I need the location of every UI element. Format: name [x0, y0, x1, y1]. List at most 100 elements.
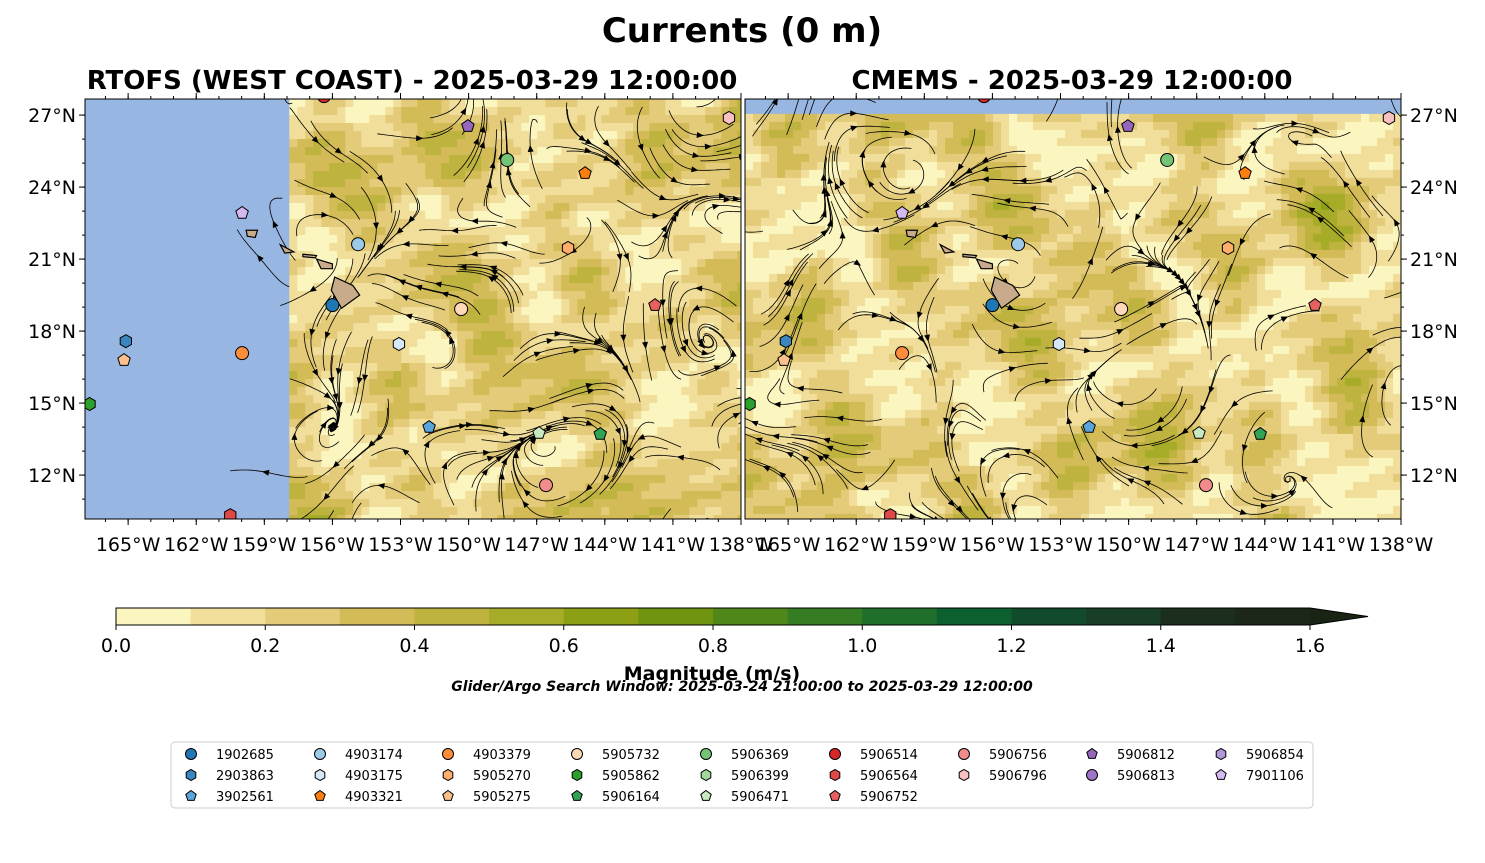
field-cell — [937, 481, 946, 491]
field-cell — [361, 403, 370, 412]
field-cell — [289, 123, 298, 132]
field-cell — [657, 187, 666, 196]
field-cell — [305, 99, 314, 108]
field-cell — [417, 339, 426, 348]
field-cell — [905, 401, 914, 411]
field-cell — [769, 361, 778, 371]
field-cell — [897, 281, 906, 291]
field-cell — [329, 259, 338, 268]
field-cell — [769, 377, 778, 387]
field-cell — [489, 395, 498, 404]
field-cell — [345, 139, 354, 148]
field-cell — [545, 115, 554, 124]
field-cell — [313, 107, 322, 116]
field-cell — [897, 409, 906, 419]
field-cell — [913, 393, 922, 403]
field-cell — [521, 435, 530, 444]
field-cell — [737, 363, 741, 372]
field-cell — [425, 467, 434, 476]
field-cell — [521, 147, 530, 156]
field-cell — [913, 121, 922, 131]
streamline-arrow — [659, 299, 666, 307]
field-cell — [769, 265, 778, 275]
field-cell — [393, 379, 402, 388]
field-cell — [721, 139, 730, 148]
field-cell — [321, 155, 330, 164]
field-cell — [793, 289, 802, 299]
field-cell — [953, 377, 962, 387]
streamline — [716, 145, 741, 152]
field-cell — [705, 123, 714, 132]
field-cell — [969, 113, 978, 123]
field-cell — [505, 275, 514, 284]
field-cell — [449, 235, 458, 244]
field-cell — [809, 321, 818, 331]
field-cell — [857, 137, 866, 147]
field-cell — [457, 331, 466, 340]
field-cell — [649, 155, 658, 164]
field-cell — [361, 275, 370, 284]
field-cell — [537, 507, 546, 516]
field-cell — [337, 451, 346, 460]
field-cell — [457, 291, 466, 300]
field-cell — [457, 483, 466, 492]
field-cell — [377, 307, 386, 316]
field-cell — [369, 443, 378, 452]
field-cell — [425, 499, 434, 508]
field-cell — [521, 443, 530, 452]
field-cell — [481, 203, 490, 212]
field-cell — [561, 435, 570, 444]
field-cell — [937, 329, 946, 339]
field-cell — [937, 409, 946, 419]
field-cell — [625, 483, 634, 492]
field-cell — [745, 145, 754, 155]
field-cell — [929, 385, 938, 395]
field-cell — [497, 291, 506, 300]
field-cell — [417, 411, 426, 420]
field-cell — [953, 505, 962, 515]
field-cell — [737, 171, 741, 180]
field-cell — [937, 169, 946, 179]
field-cell — [433, 379, 442, 388]
field-cell — [769, 169, 778, 179]
field-cell — [289, 323, 298, 332]
field-cell — [833, 329, 842, 339]
field-cell — [545, 459, 554, 468]
field-cell — [945, 393, 954, 403]
island-land — [278, 243, 296, 254]
field-cell — [441, 171, 450, 180]
field-cell — [625, 395, 634, 404]
field-cell — [673, 499, 682, 508]
field-cell — [393, 427, 402, 436]
field-cell — [505, 387, 514, 396]
field-cell — [449, 211, 458, 220]
field-cell — [297, 411, 306, 420]
field-cell — [945, 265, 954, 275]
field-cell — [521, 291, 530, 300]
field-cell — [937, 113, 946, 123]
field-cell — [681, 131, 690, 140]
field-cell — [489, 123, 498, 132]
field-cell — [353, 155, 362, 164]
field-cell — [849, 209, 858, 219]
field-cell — [545, 147, 554, 156]
field-cell — [721, 291, 730, 300]
field-cell — [905, 353, 914, 363]
field-cell — [305, 243, 314, 252]
field-cell — [705, 507, 714, 516]
field-cell — [377, 395, 386, 404]
field-cell — [753, 201, 762, 211]
field-cell — [937, 513, 946, 519]
field-cell — [769, 209, 778, 219]
field-cell — [889, 257, 898, 267]
field-cell — [505, 499, 514, 508]
field-cell — [409, 299, 418, 308]
field-cell — [377, 403, 386, 412]
field-cell — [697, 395, 706, 404]
field-cell — [897, 177, 906, 187]
field-cell — [721, 147, 730, 156]
field-cell — [425, 259, 434, 268]
field-cell — [817, 265, 826, 275]
field-cell — [465, 507, 474, 516]
field-cell — [377, 435, 386, 444]
